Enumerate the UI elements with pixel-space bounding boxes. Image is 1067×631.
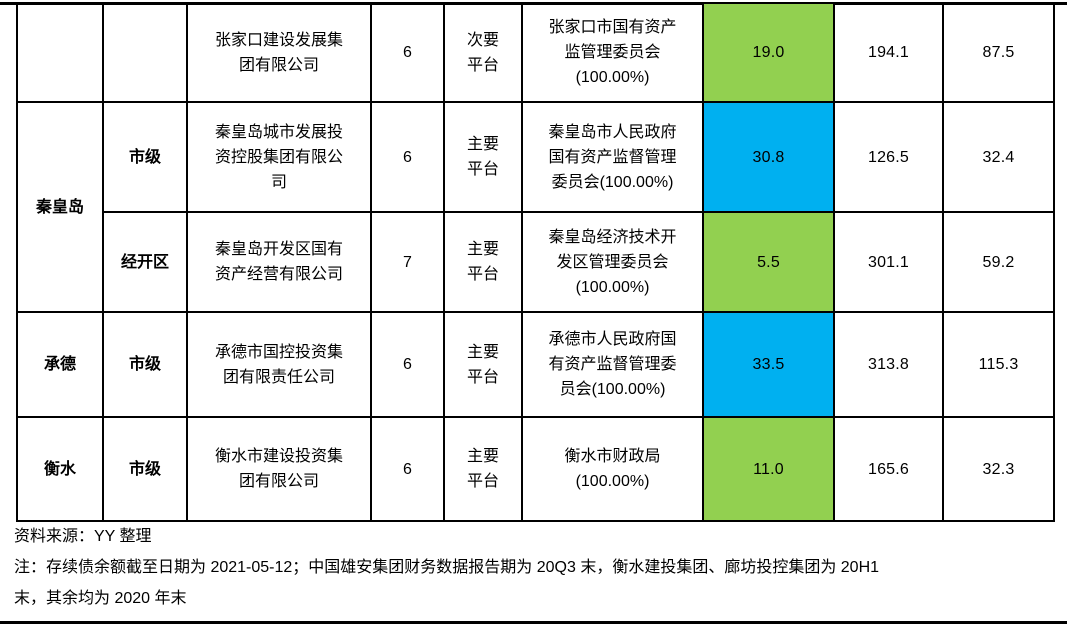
cell-shareholder: 衡水市财政局 (100.00%) [521,416,704,522]
cell-shareholder: 张家口市国有资产 监管理委员会 (100.00%) [521,2,704,103]
cell-highlight-value: 11.0 [702,416,835,522]
cell-shareholder: 承德市人民政府国 有资产监督管理委 员会(100.00%) [521,311,704,418]
cell-city [16,2,104,103]
cell-level [102,2,188,103]
cell-shareholder: 秦皇岛市人民政府 国有资产监督管理 委员会(100.00%) [521,101,704,213]
table-row: 张家口建设发展集 团有限公司 6 次要 平台 张家口市国有资产 监管理委员会 (… [16,2,1055,103]
cell-city: 衡水 [16,416,104,522]
footnote-line2: 末，其余均为 2020 年末 [14,590,187,607]
cell-value3: 59.2 [942,211,1055,313]
cell-value3: 32.4 [942,101,1055,213]
cell-value2: 301.1 [833,211,944,313]
cell-company: 秦皇岛城市发展投 资控股集团有限公 司 [186,101,372,213]
cell-bond-count: 6 [370,416,445,522]
cell-level: 经开区 [102,211,188,313]
cell-value3: 87.5 [942,2,1055,103]
cell-company: 承德市国控投资集 团有限责任公司 [186,311,372,418]
cell-highlight-value: 30.8 [702,101,835,213]
platform-data-table: 张家口建设发展集 团有限公司 6 次要 平台 张家口市国有资产 监管理委员会 (… [16,2,1055,522]
source-note: 资料来源：YY 整理 [14,528,152,545]
table-row: 秦皇岛 市级 秦皇岛城市发展投 资控股集团有限公 司 6 主要 平台 秦皇岛市人… [16,101,1055,313]
cell-shareholder: 秦皇岛经济技术开 发区管理委员会 (100.00%) [521,211,704,313]
cell-level: 市级 [102,101,188,213]
cell-city: 承德 [16,311,104,418]
cell-highlight-value: 19.0 [702,2,835,103]
cell-value2: 165.6 [833,416,944,522]
table-footnotes: 资料来源：YY 整理 注：存续债余额截至日期为 2021-05-12；中国雄安集… [14,521,1059,614]
cell-company: 张家口建设发展集 团有限公司 [186,2,372,103]
cell-bond-count: 6 [370,311,445,418]
cell-bond-count: 6 [370,101,445,213]
footnote-line1: 注：存续债余额截至日期为 2021-05-12；中国雄安集团财务数据报告期为 2… [14,559,880,576]
cell-platform: 次要 平台 [443,2,523,103]
cell-level: 市级 [102,311,188,418]
cell-platform: 主要 平台 [443,101,523,213]
cell-bond-count: 6 [370,2,445,103]
cell-value2: 126.5 [833,101,944,213]
cell-company: 衡水市建设投资集 团有限公司 [186,416,372,522]
cell-platform: 主要 平台 [443,416,523,522]
cell-platform: 主要 平台 [443,311,523,418]
cell-value2: 313.8 [833,311,944,418]
cell-highlight-value: 5.5 [702,211,835,313]
cell-value3: 115.3 [942,311,1055,418]
table-row: 承德 市级 承德市国控投资集 团有限责任公司 6 主要 平台 承德市人民政府国 … [16,311,1055,418]
cell-highlight-value: 33.5 [702,311,835,418]
bottom-divider [0,621,1067,624]
cell-value3: 32.3 [942,416,1055,522]
cell-bond-count: 7 [370,211,445,313]
cell-value2: 194.1 [833,2,944,103]
cell-company: 秦皇岛开发区国有 资产经营有限公司 [186,211,372,313]
cell-level: 市级 [102,416,188,522]
table-row: 衡水 市级 衡水市建设投资集 团有限公司 6 主要 平台 衡水市财政局 (100… [16,416,1055,522]
cell-city: 秦皇岛 [16,101,104,313]
table-row: 经开区 秦皇岛开发区国有 资产经营有限公司 7 主要 平台 秦皇岛经济技术开 发… [17,211,1055,313]
cell-platform: 主要 平台 [443,211,523,313]
